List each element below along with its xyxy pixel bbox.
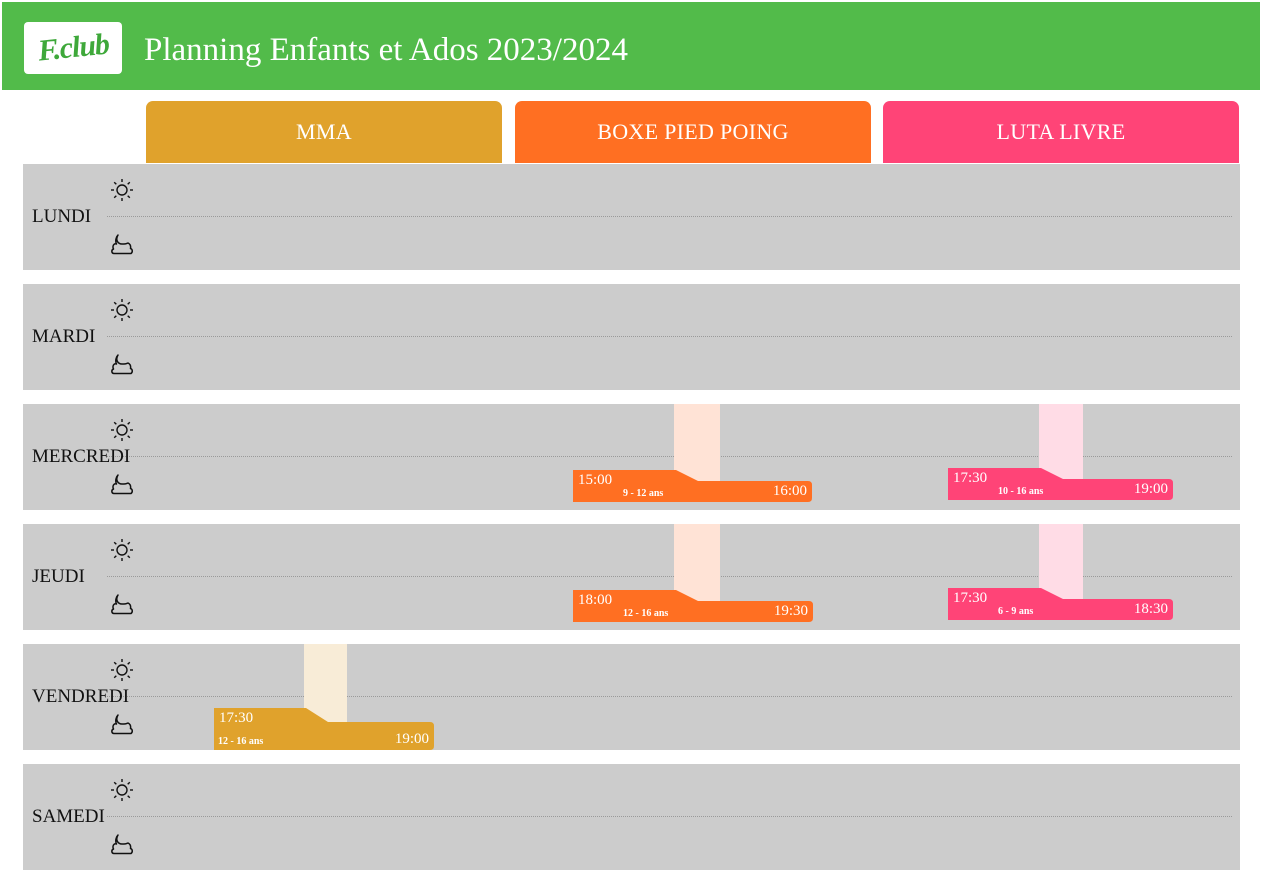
column-header-mma: MMA — [146, 101, 502, 163]
sun-icon — [109, 417, 135, 443]
period-divider — [107, 816, 1232, 817]
session-age-range: 10 - 16 ans — [998, 486, 1044, 497]
day-row-lundi: LUNDI — [23, 164, 1240, 270]
period-divider — [107, 576, 1232, 577]
day-label: JEUDI — [32, 566, 85, 587]
day-row-mardi: MARDI — [23, 284, 1240, 390]
page-title: Planning Enfants et Ados 2023/2024 — [144, 32, 628, 68]
day-label: VENDREDI — [32, 686, 130, 707]
sun-icon — [109, 297, 135, 323]
logo-text: F.club — [35, 27, 110, 68]
moon-icon — [109, 351, 135, 377]
period-divider — [107, 336, 1232, 337]
session-block[interactable]: 18:00 12 - 16 ans 19:30 — [573, 590, 813, 622]
moon-icon — [109, 711, 135, 737]
session-age-range: 12 - 16 ans — [218, 736, 264, 747]
moon-icon — [109, 471, 135, 497]
session-start-time: 18:00 — [578, 592, 613, 608]
day-label: MERCREDI — [32, 446, 131, 467]
day-label: MARDI — [32, 326, 96, 347]
session-block[interactable]: 17:30 12 - 16 ans 19:00 — [214, 708, 434, 750]
session-age-range: 9 - 12 ans — [623, 488, 664, 499]
session-time-bar — [674, 524, 720, 604]
session-end-time: 19:30 — [773, 603, 808, 619]
period-divider — [107, 696, 1232, 697]
day-label: SAMEDI — [32, 806, 105, 827]
sun-icon — [109, 537, 135, 563]
moon-icon — [109, 231, 135, 257]
session-block[interactable]: 15:00 9 - 12 ans 16:00 — [573, 470, 812, 502]
session-time-bar — [674, 404, 720, 484]
session-time-bar — [1039, 404, 1083, 482]
session-block[interactable]: 17:30 6 - 9 ans 18:30 — [948, 588, 1173, 620]
moon-icon — [109, 831, 135, 857]
session-start-time: 15:00 — [578, 472, 613, 488]
column-header-luta-livre: LUTA LIVRE — [883, 101, 1239, 163]
session-end-time: 16:00 — [772, 483, 807, 499]
moon-icon — [109, 591, 135, 617]
session-end-time: 19:00 — [394, 731, 429, 747]
session-end-time: 18:30 — [1133, 601, 1168, 617]
session-end-time: 19:00 — [1133, 481, 1168, 497]
session-time-bar — [304, 644, 347, 722]
session-start-time: 17:30 — [219, 710, 254, 726]
day-label: LUNDI — [32, 206, 92, 227]
column-header-boxe-pied-poing: BOXE PIED POING — [515, 101, 871, 163]
header-bar: F.club Planning Enfants et Ados 2023/202… — [2, 2, 1260, 90]
session-age-range: 12 - 16 ans — [623, 608, 669, 619]
day-row-vendredi: VENDREDI — [23, 644, 1240, 750]
sun-icon — [109, 177, 135, 203]
period-divider — [107, 456, 1232, 457]
session-start-time: 17:30 — [953, 470, 988, 486]
sun-icon — [109, 777, 135, 803]
session-age-range: 6 - 9 ans — [998, 606, 1034, 617]
club-logo: F.club — [24, 22, 122, 74]
session-start-time: 17:30 — [953, 590, 988, 606]
session-time-bar — [1039, 524, 1083, 602]
sun-icon — [109, 657, 135, 683]
session-block[interactable]: 17:30 10 - 16 ans 19:00 — [948, 468, 1173, 500]
period-divider — [107, 216, 1232, 217]
day-row-samedi: SAMEDI — [23, 764, 1240, 870]
